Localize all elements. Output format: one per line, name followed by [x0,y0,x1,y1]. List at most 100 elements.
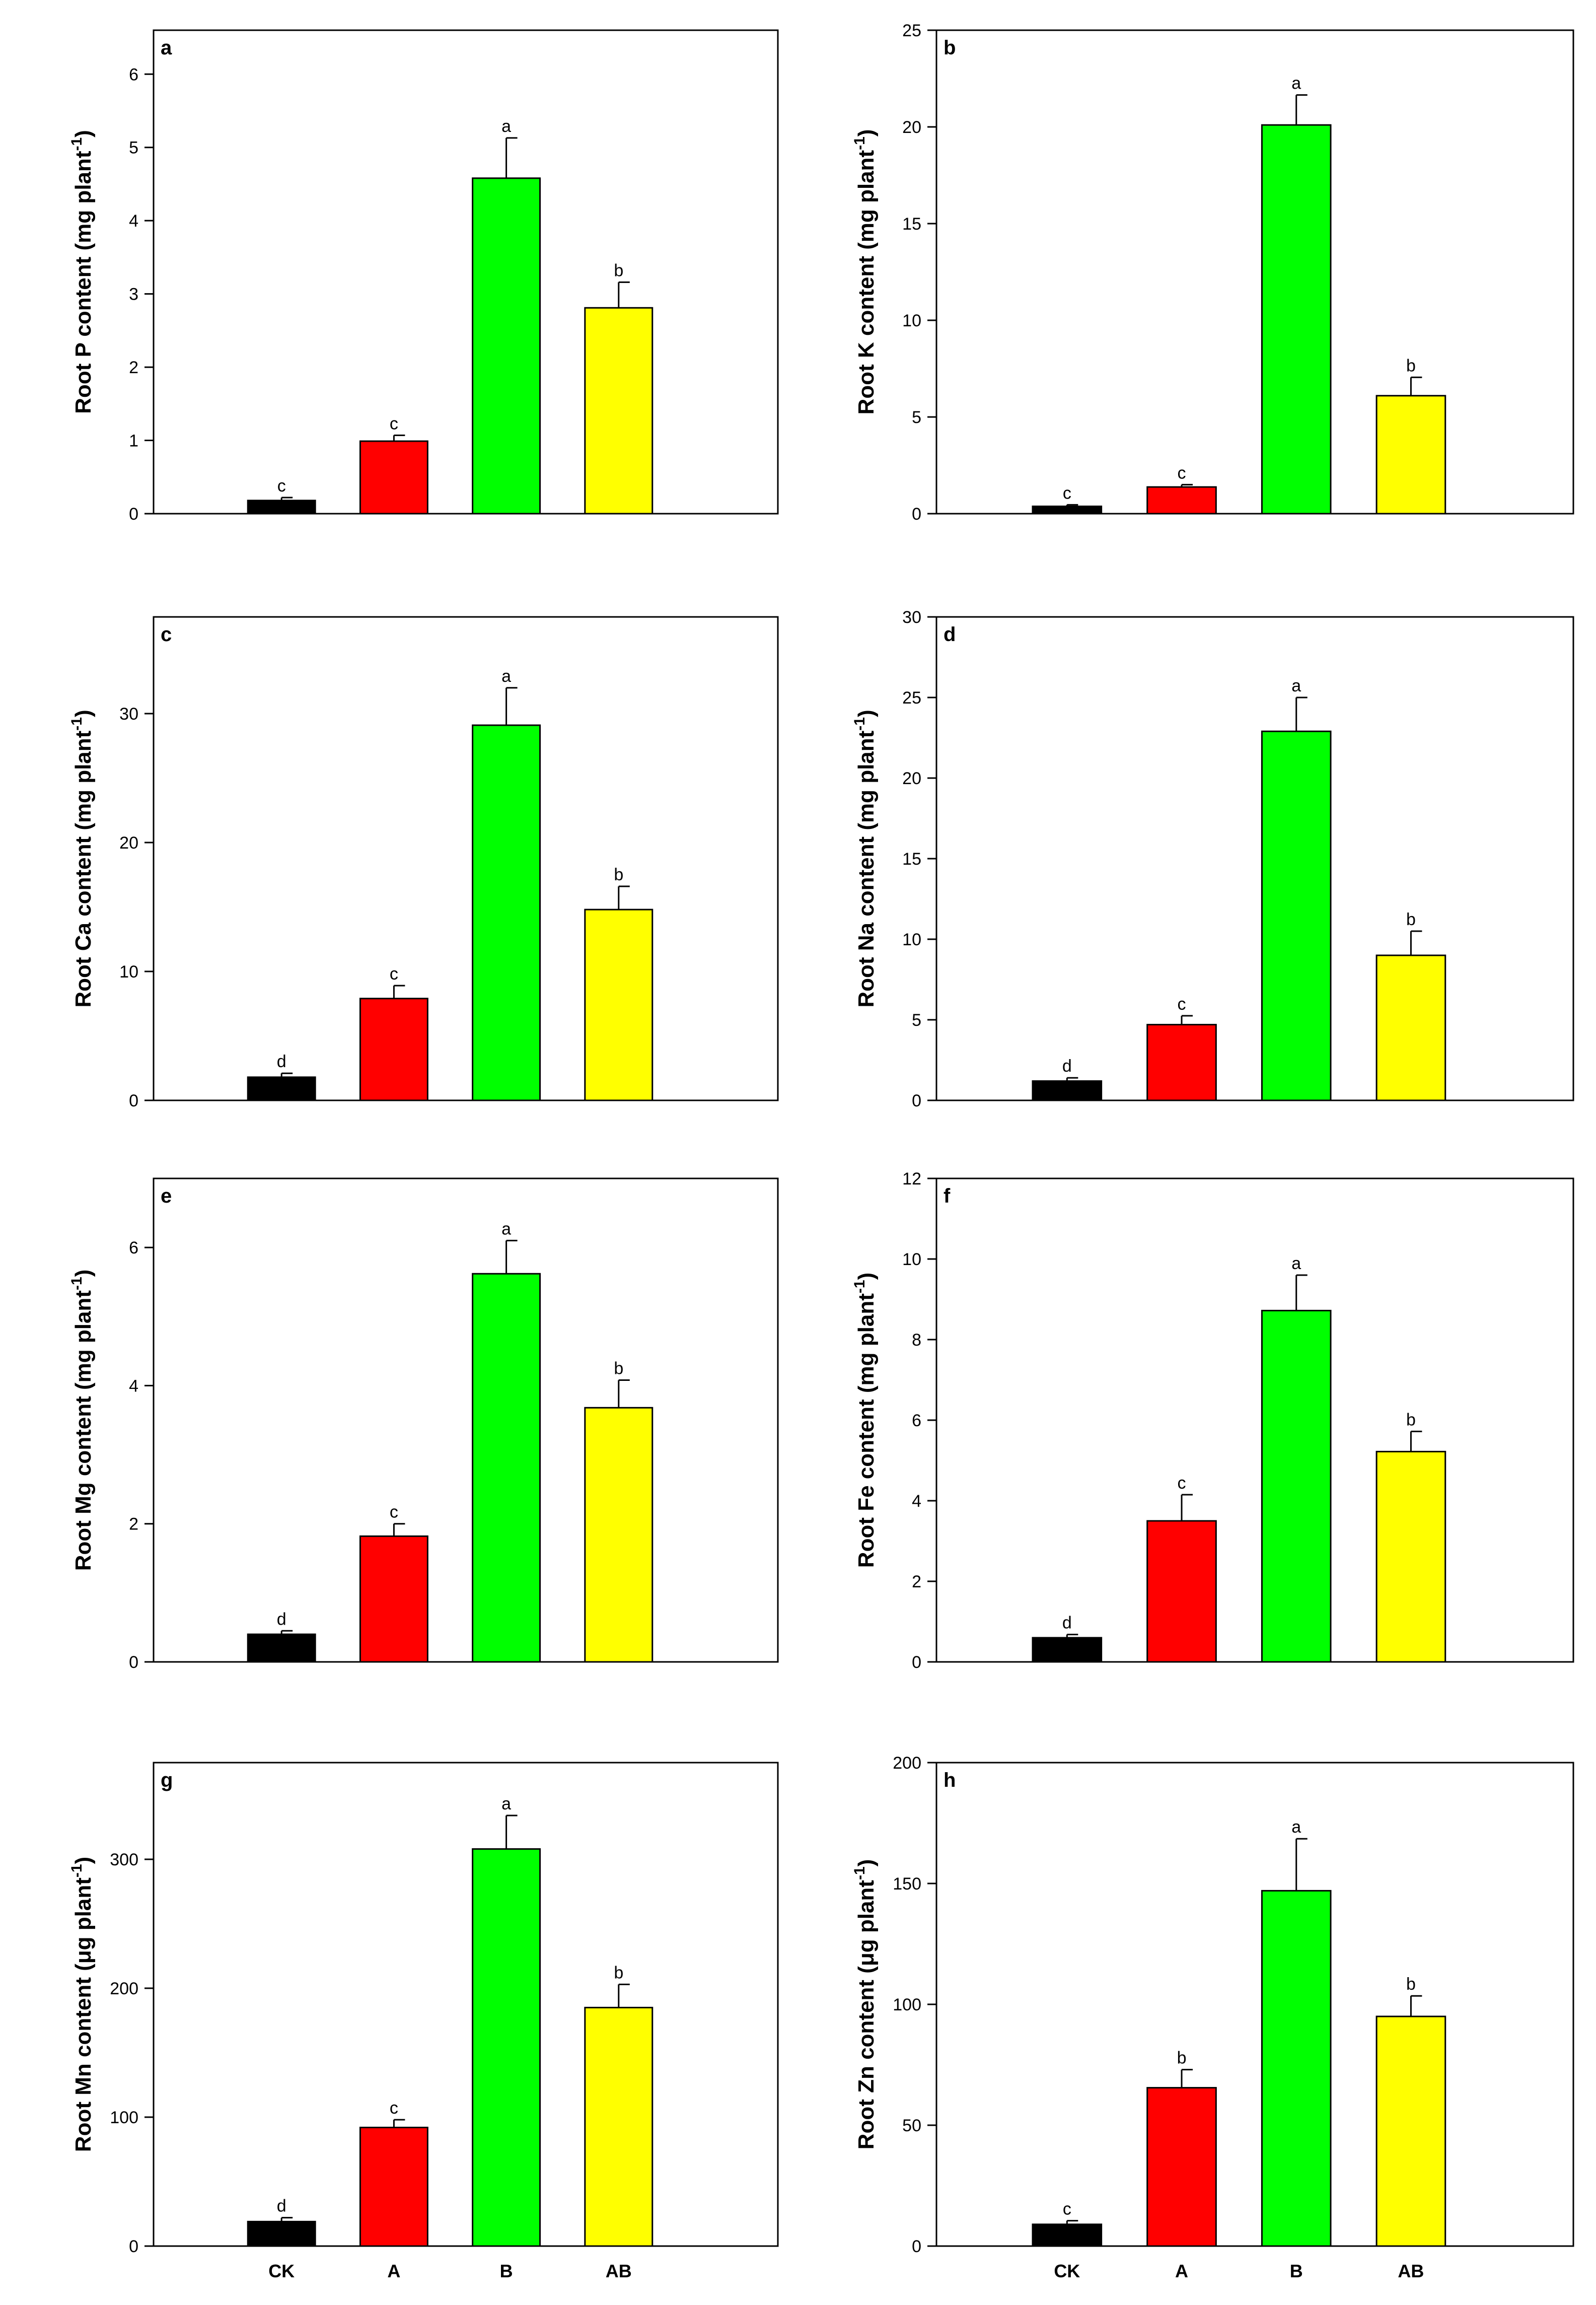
bar-a [1146,2087,1217,2247]
y-axis-label-close: ) [71,1857,96,1864]
y-axis-label-close: ) [854,1273,879,1280]
bar-ab [584,1407,654,1663]
bar-b [1261,730,1332,1101]
panel-label: h [944,1769,956,1791]
y-tick-label: 5 [129,138,138,158]
y-tick-label: 30 [902,608,921,627]
y-axis-label-close: ) [71,1270,96,1277]
y-tick-label: 30 [119,705,138,724]
panel-label: e [161,1185,172,1207]
bar-b [472,724,541,1101]
bar-a [359,2126,428,2247]
x-tick-label: B [500,2261,513,2281]
bar-ab [1375,954,1446,1101]
significance-label: b [1406,356,1416,375]
bar-ck [247,1076,316,1101]
y-axis-label-text: Root P content (mg plant [71,151,96,414]
plot-frame [935,1762,1574,2247]
y-tick-label: 4 [129,1376,138,1395]
y-axis-label-superscript: -1 [68,1277,85,1290]
significance-label: b [1406,910,1416,929]
panel-label: b [944,37,956,59]
significance-label: a [501,1794,511,1813]
y-tick-label: 5 [912,408,921,427]
significance-label: c [1063,483,1071,503]
y-tick-label: 15 [902,215,921,234]
bar-b [1261,1309,1332,1663]
bar-b [472,177,541,515]
plot-frame [935,29,1574,515]
significance-label: c [1178,1474,1186,1493]
bar-a [1146,486,1217,515]
y-axis-label-superscript: -1 [68,1864,85,1877]
y-axis-label-text: Root Mn content (μg plant [71,1877,96,2152]
y-tick-label: 12 [902,1169,921,1189]
significance-label: b [614,261,623,280]
y-tick-label: 200 [110,1979,138,1998]
y-axis-label-text: Root Na content (mg plant [854,730,879,1007]
panel-h: c CK b Aa Bb AB 0 50 100 150 200 h Root Zn content (… [851,1754,1574,2281]
y-axis-label-text: Root Mg content (mg plant [71,1290,96,1571]
y-tick-label: 20 [902,769,921,788]
y-axis-label-superscript: -1 [851,1280,868,1293]
y-tick-label: 0 [129,1653,138,1672]
y-axis-label-text: Root Zn content (μg plant [854,1880,879,2150]
y-axis-label-text: Root K content (mg plant [854,150,879,415]
significance-label: c [277,476,286,496]
plot-frame [935,1177,1574,1663]
x-tick-label: CK [1054,2261,1080,2281]
plot-frame [153,29,779,515]
y-tick-label: 4 [912,1492,921,1511]
bar-ck [247,1633,316,1663]
y-axis-label-superscript: -1 [851,1866,868,1880]
bar-b [472,1273,541,1663]
panel-label: g [161,1769,173,1791]
y-tick-label: 25 [902,688,921,708]
significance-label: d [277,1052,286,1071]
significance-label: b [614,1963,623,1982]
y-tick-label: 20 [902,118,921,137]
panel-a: c c a b 0 1 2 3 4 5 6 a Root P content (mg plant-1) [68,29,779,524]
significance-label: c [390,964,398,984]
y-axis-label: Root P content (mg plant-1) [68,130,96,414]
y-tick-label: 50 [902,2116,921,2135]
y-tick-label: 2 [129,1515,138,1534]
significance-label: b [614,865,623,884]
x-tick-label: CK [268,2261,295,2281]
y-axis-label: Root Fe content (mg plant-1) [851,1273,879,1568]
y-tick-label: 200 [893,1754,921,1773]
y-tick-label: 20 [119,833,138,853]
y-axis-label-superscript: -1 [68,137,85,151]
y-axis-label-text: Root Fe content (mg plant [854,1293,879,1568]
y-axis-label-close: ) [854,710,879,717]
significance-label: c [390,2099,398,2118]
significance-label: c [1178,463,1186,482]
y-axis-label-superscript: -1 [851,717,868,731]
significance-label: d [277,1610,286,1629]
bar-a [1146,1024,1217,1101]
bar-a [1146,1520,1217,1663]
bar-ck [247,2220,316,2247]
significance-label: d [1062,1614,1072,1633]
bar-a [359,440,428,515]
y-tick-label: 1 [129,432,138,451]
y-tick-label: 0 [912,1653,921,1672]
bar-ck [247,500,316,515]
y-tick-label: 4 [129,212,138,231]
panel-label: f [944,1185,951,1207]
significance-label: c [1178,995,1186,1014]
y-tick-label: 0 [129,2237,138,2256]
bar-ab [1375,1450,1446,1663]
significance-label: d [277,2197,286,2216]
y-tick-label: 2 [912,1572,921,1591]
bar-ab [1375,395,1446,515]
panel-label: c [161,623,172,646]
y-tick-label: 25 [902,21,921,40]
significance-label: a [1291,676,1301,695]
y-tick-label: 15 [902,850,921,869]
y-axis-label-close: ) [71,710,96,717]
panel-f: d c a b 0 2 4 6 8 10 12 f Root Fe content (mg plant-… [851,1169,1574,1672]
y-axis-label-close: ) [71,130,96,137]
y-axis-label-close: ) [854,1859,879,1867]
